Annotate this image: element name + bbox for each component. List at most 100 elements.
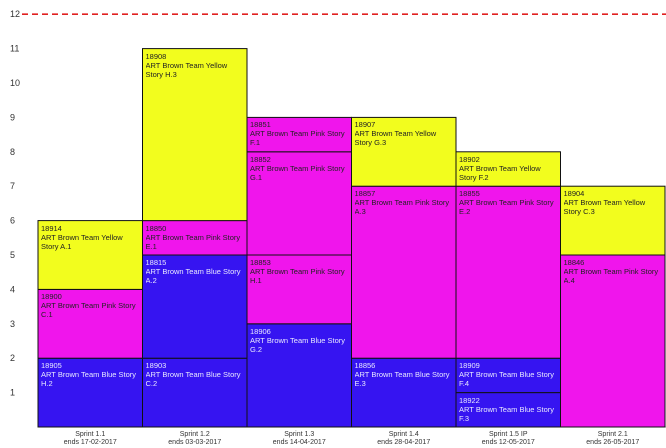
bar-segment-18905 [37, 357, 143, 428]
segment-id: 18908 [145, 51, 167, 61]
segment-text: ART Brown Team Yellow Story H.3 [145, 60, 228, 79]
segment-text: ART Brown Team Yellow Story C.3 [563, 198, 646, 217]
segment-text: ART Brown Team Yellow Story G.3 [354, 129, 437, 148]
segment-label-18909: 18909 ART Brown Team Blue Story F.4 [459, 361, 556, 391]
segment-text: ART Brown Team Yellow Story A.1 [41, 232, 123, 251]
x-tick-sublabel: ends 28-04-2017 [377, 439, 430, 446]
segment-text: ART Brown Team Pink Story H.1 [250, 267, 345, 285]
y-tick-label: 1 [10, 388, 15, 398]
segment-label-18851: 18851 ART Brown Team Pink Story F.1 [250, 120, 347, 150]
segment-text: ART Brown Team Pink Story A.4 [563, 267, 659, 285]
x-tick-label: Sprint 2.1 [598, 431, 628, 438]
bar-segment-18846 [560, 254, 666, 428]
segment-text: ART Brown Team Blue Story F.4 [459, 370, 555, 389]
y-tick-label: 6 [10, 216, 15, 226]
x-tick-sublabel: ends 03-03-2017 [168, 439, 221, 446]
segment-text: ART Brown Team Blue Story G.2 [250, 335, 346, 354]
segment-text: ART Brown Team Pink Story F.1 [250, 129, 345, 148]
segment-label-18850: 18850 ART Brown Team Pink Story E.1 [146, 224, 243, 254]
y-tick-label: 9 [10, 112, 15, 122]
segment-text: ART Brown Team Blue Story H.2 [41, 370, 137, 389]
bar-segment-18856 [351, 357, 457, 428]
segment-text: ART Brown Team Blue Story A.2 [145, 267, 241, 285]
segment-id: 18850 [145, 223, 167, 233]
y-tick-label: 10 [10, 78, 20, 88]
segment-label-18853: 18853 ART Brown Team Pink Story H.1 [250, 258, 347, 323]
segment-label-18856: 18856 ART Brown Team Blue Story E.3 [355, 361, 452, 426]
segment-text: ART Brown Team Pink Story A.3 [354, 198, 450, 217]
y-tick-label: 5 [10, 250, 15, 260]
segment-id: 18815 [145, 258, 167, 267]
x-tick-label: Sprint 1.5 IP [489, 431, 528, 438]
y-tick-label: 11 [10, 44, 19, 54]
bar-segment-18853 [246, 254, 352, 325]
segment-id: 18857 [354, 189, 376, 199]
segment-label-18902: 18902 ART Brown Team Yellow Story F.2 [459, 155, 556, 185]
segment-text: ART Brown Team Blue Story C.2 [145, 370, 241, 389]
bar-segment-18852 [246, 151, 352, 256]
segment-text: ART Brown Team Pink Story G.1 [250, 163, 345, 182]
segment-label-18855: 18855 ART Brown Team Pink Story E.2 [459, 189, 556, 357]
segment-label-18900: 18900 ART Brown Team Pink Story C.1 [41, 292, 138, 357]
segment-label-18907: 18907 ART Brown Team Yellow Story G.3 [355, 120, 452, 185]
segment-label-18904: 18904 ART Brown Team Yellow Story C.3 [564, 189, 661, 254]
segment-id: 18902 [459, 154, 480, 164]
segment-label-18905: 18905 ART Brown Team Blue Story H.2 [41, 361, 138, 426]
y-tick-label: 2 [10, 353, 15, 363]
segment-id: 18853 [250, 258, 271, 267]
segment-id: 18904 [563, 189, 585, 199]
segment-id: 18851 [250, 120, 271, 130]
segment-id: 18856 [354, 361, 376, 371]
segment-id: 18855 [459, 189, 480, 199]
y-tick-label: 3 [10, 319, 15, 329]
x-tick-label: Sprint 1.1 [75, 431, 105, 438]
bar-segment-18904 [560, 185, 666, 256]
bars-group [37, 48, 666, 428]
segment-text: ART Brown Team Pink Story C.1 [41, 301, 136, 320]
segment-text: ART Brown Team Pink Story E.2 [459, 198, 554, 217]
segment-text: ART Brown Team Yellow Story F.2 [459, 163, 541, 182]
segment-label-18922: 18922 ART Brown Team Blue Story F.3 [459, 396, 556, 426]
segment-label-18903: 18903 ART Brown Team Blue Story C.2 [146, 361, 243, 426]
segment-label-18908: 18908 ART Brown Team Yellow Story H.3 [146, 52, 243, 220]
segment-label-18852: 18852 ART Brown Team Pink Story G.1 [250, 155, 347, 254]
bar-segment-18855 [455, 185, 561, 359]
x-tick-sublabel: ends 12-05-2017 [482, 439, 535, 446]
x-tick-label: Sprint 1.4 [389, 431, 419, 438]
y-tick-label: 4 [10, 284, 15, 294]
bar-segment-18906 [246, 323, 352, 428]
segment-label-18857: 18857 ART Brown Team Pink Story A.3 [355, 189, 452, 357]
bar-segment-18907 [351, 116, 457, 187]
segment-id: 18906 [250, 326, 271, 336]
segment-id: 18903 [145, 361, 167, 371]
segment-text: ART Brown Team Blue Story E.3 [354, 370, 450, 389]
segment-id: 18914 [41, 223, 62, 233]
x-tick-sublabel: ends 14-04-2017 [273, 439, 326, 446]
segment-label-18815: 18815 ART Brown Team Blue Story A.2 [146, 258, 243, 357]
bar-segment-18908 [142, 48, 248, 222]
bar-segment-18909 [455, 357, 561, 394]
bar-segment-18902 [455, 151, 561, 187]
bar-segment-18815 [142, 254, 248, 359]
segment-id: 18846 [563, 258, 585, 267]
segment-id: 18922 [459, 395, 480, 405]
segment-id: 18905 [41, 361, 62, 371]
segment-label-18906: 18906 ART Brown Team Blue Story G.2 [250, 327, 347, 426]
segment-id: 18907 [354, 120, 376, 130]
x-tick-sublabel: ends 26-05-2017 [586, 439, 639, 446]
segment-text: ART Brown Team Blue Story F.3 [459, 404, 555, 423]
segment-label-18914: 18914 ART Brown Team Yellow Story A.1 [41, 224, 138, 289]
y-tick-label: 12 [10, 9, 20, 19]
segment-text: ART Brown Team Pink Story E.1 [145, 232, 241, 251]
bar-segment-18922 [455, 392, 561, 428]
bar-segment-18857 [351, 185, 457, 359]
y-tick-label: 8 [10, 147, 15, 157]
x-tick-label: Sprint 1.2 [180, 431, 210, 438]
x-tick-sublabel: ends 17-02-2017 [64, 439, 117, 446]
segment-id: 18900 [41, 292, 62, 302]
x-tick-label: Sprint 1.3 [284, 431, 314, 438]
y-tick-label: 7 [10, 181, 15, 191]
segment-id: 18909 [459, 361, 480, 371]
